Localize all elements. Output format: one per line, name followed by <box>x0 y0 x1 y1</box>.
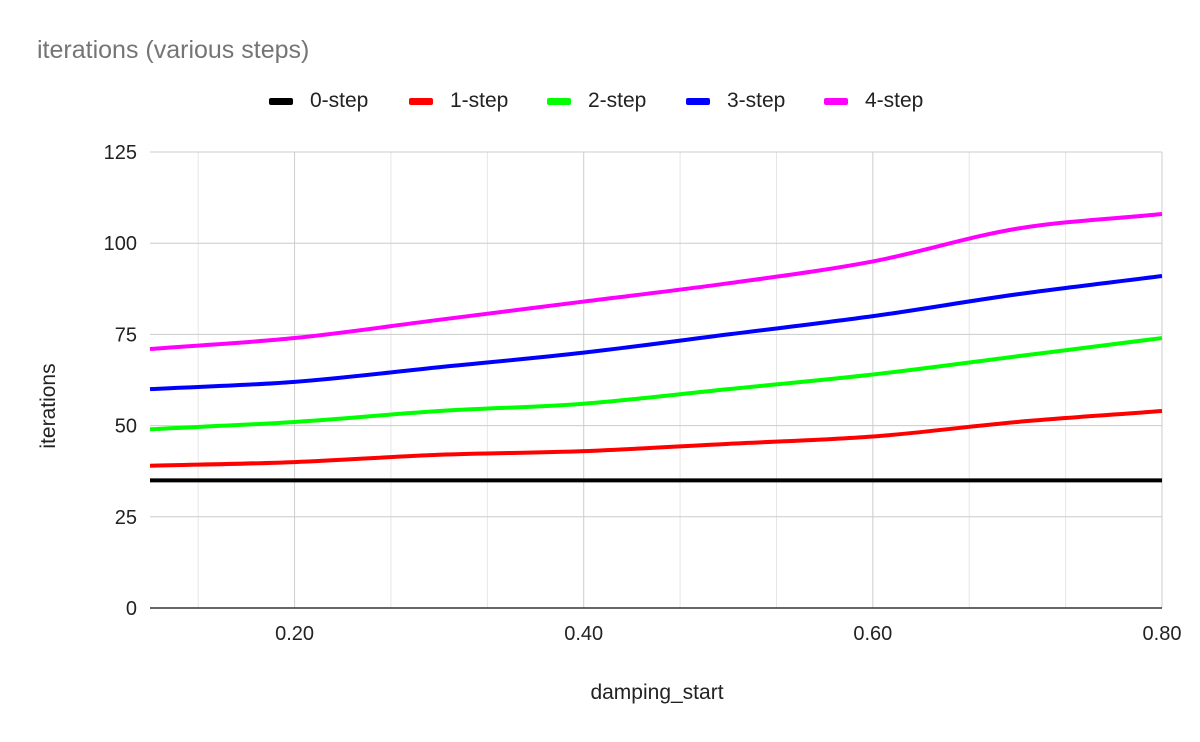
series-lines <box>149 212 1163 483</box>
x-axis-ticks: 0.20 0.40 0.60 0.80 <box>275 623 1181 645</box>
legend-label: 2-step <box>588 89 647 112</box>
x-tick-label: 0.40 <box>564 623 603 645</box>
legend-item-1-step[interactable]: 1-step <box>409 86 508 116</box>
y-tick-label: 75 <box>115 324 137 346</box>
legend-swatch <box>686 97 710 105</box>
series-line-2-step[interactable] <box>149 336 1163 432</box>
y-tick-label: 0 <box>126 598 137 620</box>
y-tick-label: 25 <box>115 507 137 529</box>
legend-swatch <box>824 97 848 105</box>
minor-gridlines <box>197 152 1067 608</box>
legend-label: 3-step <box>727 89 786 112</box>
series-line-3-step[interactable] <box>149 274 1163 392</box>
series-line-4-step[interactable] <box>149 212 1163 351</box>
chart-title: iterations (various steps) <box>37 36 310 64</box>
x-tick-label: 0.60 <box>853 623 892 645</box>
y-tick-label: 50 <box>115 416 137 438</box>
legend-label: 1-step <box>450 89 509 112</box>
legend-label: 4-step <box>865 89 924 112</box>
y-tick-label: 125 <box>104 142 137 164</box>
x-axis-title: damping_start <box>590 681 723 704</box>
y-axis-ticks: 0 25 50 75 100 125 <box>104 142 137 620</box>
legend-swatch <box>547 97 571 105</box>
legend-item-2-step[interactable]: 2-step <box>547 86 646 116</box>
series-line-1-step[interactable] <box>149 409 1163 468</box>
legend-label: 0-step <box>310 89 369 112</box>
legend-item-0-step[interactable]: 0-step <box>269 86 368 116</box>
y-axis-title: iterations <box>37 363 60 448</box>
y-tick-label: 100 <box>104 233 137 255</box>
legend-swatch <box>409 97 433 105</box>
x-tick-label: 0.80 <box>1143 623 1182 645</box>
legend-swatch <box>269 97 293 105</box>
x-tick-label: 0.20 <box>275 623 314 645</box>
legend: 0-step 1-step 2-step 3-step 4-step <box>0 86 1200 116</box>
legend-item-4-step[interactable]: 4-step <box>824 86 923 116</box>
legend-item-3-step[interactable]: 3-step <box>686 86 785 116</box>
